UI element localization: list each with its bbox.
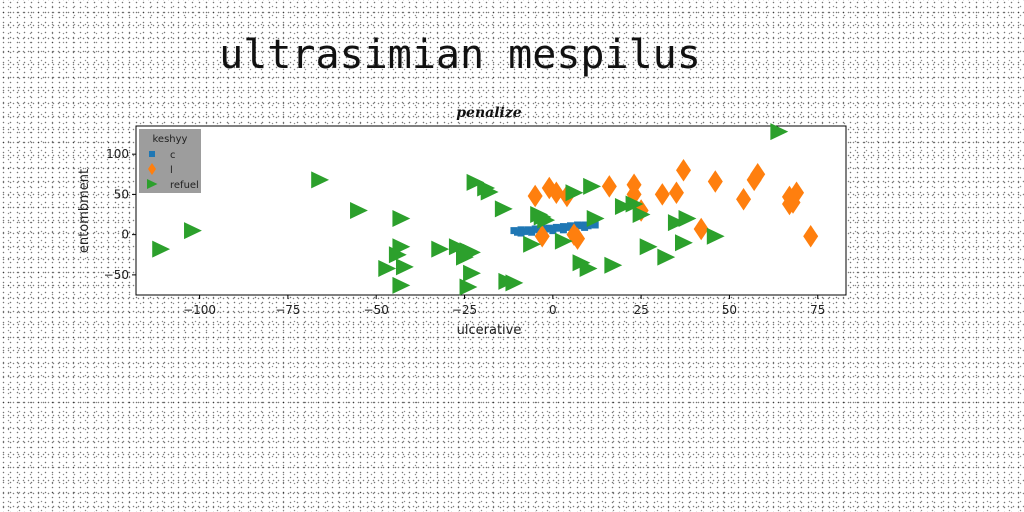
data-point [463,243,481,261]
x-tick-label: 75 [810,303,825,317]
plot-area [135,125,847,296]
x-tick-label: −50 [364,303,389,317]
data-point [676,159,692,182]
data-point [668,181,684,205]
data-point [583,177,602,195]
x-tick-label: −75 [275,303,300,317]
data-point [626,173,642,196]
chart-axes: −100 −75 −50 −25 0 25 50 75 −50 0 50 100 [104,147,826,317]
data-point [311,171,330,189]
data-point [675,234,693,252]
data-point [706,227,725,245]
data-point [480,183,499,201]
data-point [632,206,651,224]
data-point [667,214,686,232]
data-point [152,240,171,258]
data-point [448,238,467,256]
data-point [554,232,573,250]
data-point [559,226,567,234]
data-point [466,173,485,191]
legend-marker [147,179,158,189]
data-point [523,235,541,253]
data-point [654,183,670,206]
x-tick-label: 0 [549,303,557,317]
page-title: ultrasimian mespilus [219,32,701,78]
data-point [770,123,789,141]
legend-label: l [170,165,173,176]
x-tick-label: 25 [633,303,648,317]
data-point [378,259,397,277]
y-tick-label: −50 [104,268,129,282]
data-point [579,259,598,277]
data-point [657,248,676,266]
data-point [586,210,605,228]
data-point [604,256,623,274]
data-point [463,264,481,282]
data-point [614,197,633,215]
x-tick-label: 50 [722,303,737,317]
x-tick-label: −25 [452,303,477,317]
data-point [388,246,407,264]
legend: keshyy cl refuel [139,129,201,193]
data-point [392,276,411,294]
data-point [736,187,752,211]
data-point [803,225,819,248]
legend-label: c [170,150,176,161]
data-point [707,170,723,193]
data-point [693,217,709,241]
data-point [459,278,478,296]
chart-marks [152,123,819,296]
data-point [750,163,766,186]
data-point [517,229,525,237]
data-point [601,175,617,198]
y-tick-label: 100 [106,147,129,161]
data-point [548,181,564,205]
data-point [625,195,644,213]
data-point [505,274,524,292]
data-point [395,258,414,276]
x-axis-label: ulcerative [457,323,522,338]
y-axis-label: entombment [77,169,92,253]
chart-title: penalize [456,105,522,121]
legend-marker [149,151,155,157]
legend-label: refuel [170,180,199,191]
series-refuel [152,123,789,296]
data-point [184,222,202,240]
x-tick-label: −100 [183,303,216,317]
data-point [528,228,536,236]
data-point [527,184,543,208]
y-tick-label: 0 [121,228,129,242]
data-point [431,240,450,258]
data-point [350,202,368,219]
data-point [785,191,801,214]
data-point [537,211,556,229]
data-point [494,200,513,218]
data-point [678,210,697,228]
data-point [581,223,589,231]
data-point [639,238,658,256]
legend-marker [148,163,156,175]
data-point [534,225,550,248]
data-point [549,227,557,235]
legend-title: keshyy [153,134,188,145]
data-point [565,184,584,202]
data-point [392,210,411,228]
y-tick-label: 50 [114,187,129,201]
